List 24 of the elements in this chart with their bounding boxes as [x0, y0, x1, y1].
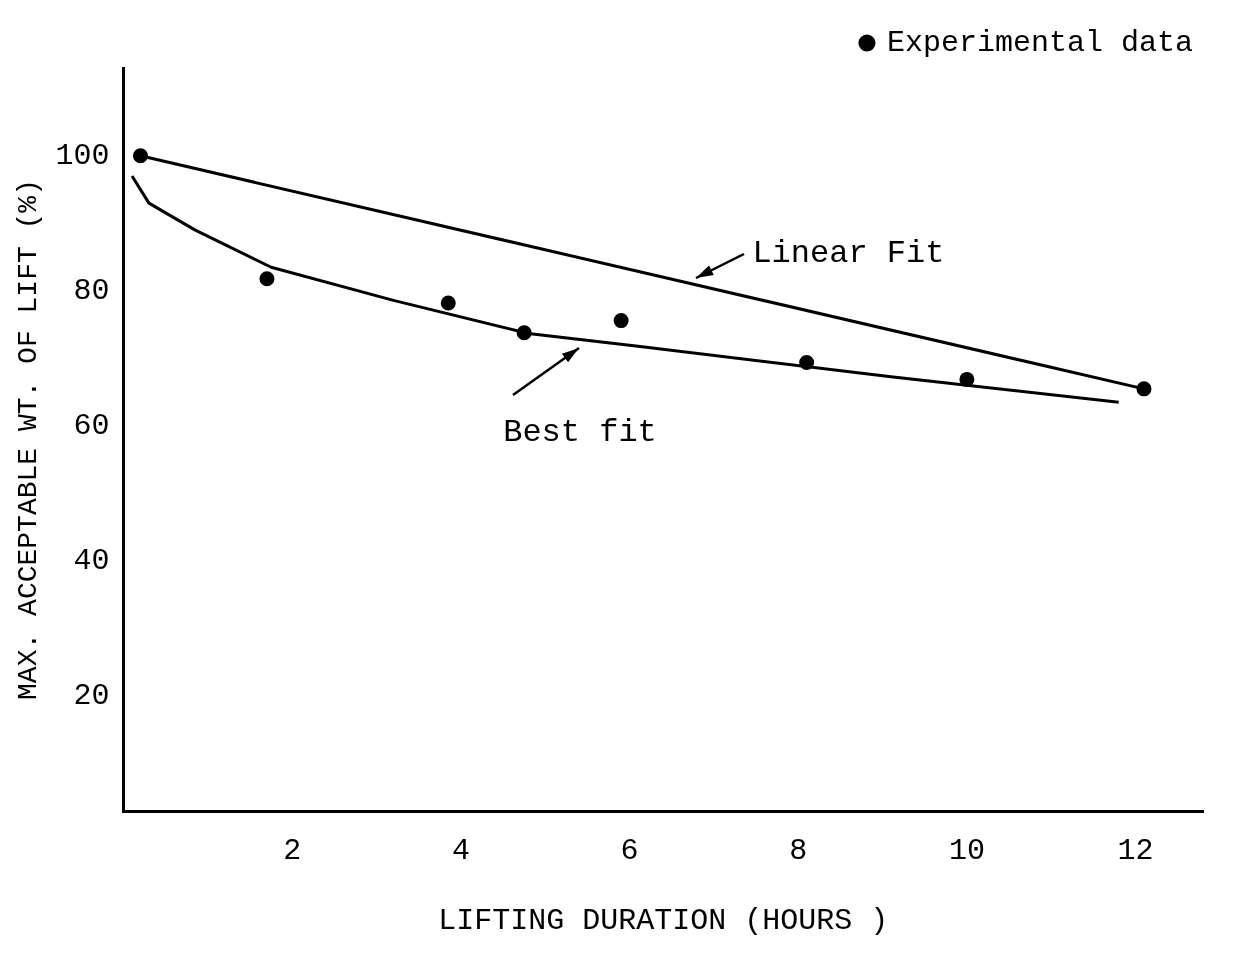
x-tick-label: 2 [283, 833, 302, 868]
point [613, 313, 629, 329]
point [132, 148, 148, 164]
legend-label: Linear Fit [752, 235, 945, 273]
y-tick-label: 60 [73, 408, 110, 443]
point [440, 295, 456, 311]
x-tick-label: 8 [789, 833, 808, 868]
y-axis-title: MAX. ACCEPTABLE WT. OF LIFT (%) [13, 179, 45, 700]
y-tick-label: 40 [73, 544, 110, 579]
x-tick-label: 4 [451, 833, 470, 868]
legend-label: Experimental data [886, 25, 1194, 60]
point [959, 371, 975, 387]
point [516, 325, 532, 341]
x-tick-label: 6 [620, 833, 639, 868]
y-tick-label: 20 [73, 679, 110, 714]
point [1136, 381, 1152, 397]
x-tick-label: 12 [1117, 833, 1154, 868]
x-tick-label: 10 [948, 833, 985, 868]
x-axis-title: LIFTING DURATION (HOURS ) [438, 903, 889, 938]
y-tick-label: 100 [55, 138, 110, 173]
point [799, 355, 815, 370]
y-tick-label: 80 [73, 273, 110, 308]
text: Best fit [503, 414, 657, 452]
point [259, 271, 275, 287]
